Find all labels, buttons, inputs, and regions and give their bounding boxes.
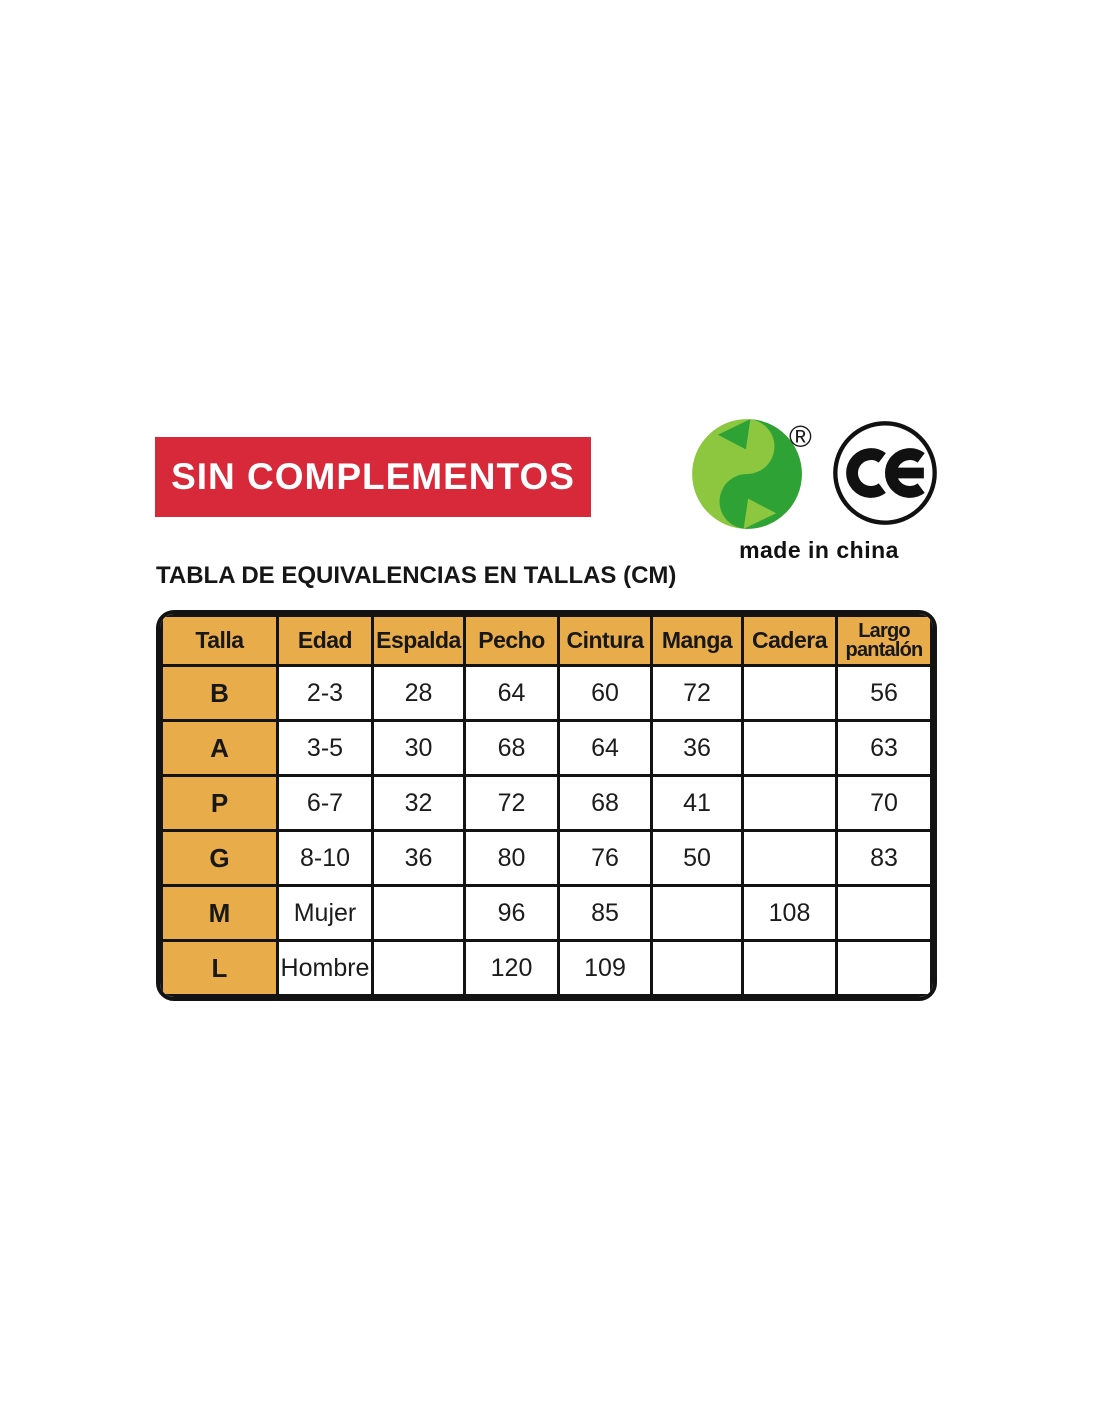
table-cell: 36 — [650, 719, 744, 777]
table-cell: 120 — [463, 939, 560, 997]
table-cell: 64 — [557, 719, 653, 777]
table-cell: Mujer — [276, 884, 374, 942]
table-cell — [650, 884, 744, 942]
table-cell: 41 — [650, 774, 744, 832]
col-header-largo-pantalon: Largo pantalón — [835, 614, 933, 667]
table-row-p: P 6-7 32 72 68 41 70 — [160, 774, 933, 832]
table-cell — [371, 884, 466, 942]
table-cell: 30 — [371, 719, 466, 777]
table-cell — [741, 829, 838, 887]
row-header-size: L — [160, 939, 279, 997]
col-header-edad: Edad — [276, 614, 374, 667]
table-cell — [741, 719, 838, 777]
row-header-size: A — [160, 719, 279, 777]
banner-label: SIN COMPLEMENTOS — [171, 456, 575, 497]
table-cell: 50 — [650, 829, 744, 887]
table-row-b: B 2-3 28 64 60 72 56 — [160, 664, 933, 722]
origin-label: made in china — [739, 537, 899, 563]
table-cell: 85 — [557, 884, 653, 942]
size-table-title: TABLA DE EQUIVALENCIAS EN TALLAS (CM) — [156, 562, 677, 589]
table-cell: 2-3 — [276, 664, 374, 722]
table-cell: 108 — [741, 884, 838, 942]
table-cell — [741, 664, 838, 722]
table-cell: 64 — [463, 664, 560, 722]
table-cell: 6-7 — [276, 774, 374, 832]
table-cell — [371, 939, 466, 997]
table-cell: 8-10 — [276, 829, 374, 887]
table-cell — [741, 939, 838, 997]
row-header-size: B — [160, 664, 279, 722]
table-cell: 96 — [463, 884, 560, 942]
table-row-l: L Hombre 120 109 — [160, 939, 933, 997]
table-cell: 68 — [463, 719, 560, 777]
table-row-g: G 8-10 36 80 76 50 83 — [160, 829, 933, 887]
table-cell: 72 — [650, 664, 744, 722]
no-accessories-banner: SIN COMPLEMENTOS — [155, 437, 591, 517]
table-cell: 56 — [835, 664, 933, 722]
table-cell — [650, 939, 744, 997]
table-cell: 76 — [557, 829, 653, 887]
row-header-size: G — [160, 829, 279, 887]
table-cell: 72 — [463, 774, 560, 832]
table-cell — [835, 884, 933, 942]
table-cell: 28 — [371, 664, 466, 722]
green-dot-recycling-icon — [691, 417, 803, 531]
table-cell: 83 — [835, 829, 933, 887]
col-header-espalda: Espalda — [371, 614, 466, 667]
ce-mark-icon — [831, 419, 939, 527]
row-header-size: P — [160, 774, 279, 832]
col-header-talla: Talla — [160, 614, 279, 667]
table-cell — [741, 774, 838, 832]
table-cell: 70 — [835, 774, 933, 832]
table-cell: Hombre — [276, 939, 374, 997]
row-header-size: M — [160, 884, 279, 942]
col-header-manga: Manga — [650, 614, 744, 667]
table-cell: 3-5 — [276, 719, 374, 777]
table-cell: 109 — [557, 939, 653, 997]
header-row: Talla Edad Espalda Pecho Cintura Manga C… — [160, 614, 933, 667]
table-row-m: M Mujer 96 85 108 — [160, 884, 933, 942]
table-cell — [835, 939, 933, 997]
table-cell: 68 — [557, 774, 653, 832]
table-cell: 60 — [557, 664, 653, 722]
registered-trademark-icon: ® — [789, 419, 812, 454]
col-header-cintura: Cintura — [557, 614, 653, 667]
col-header-pecho: Pecho — [463, 614, 560, 667]
table-cell: 32 — [371, 774, 466, 832]
table-cell: 80 — [463, 829, 560, 887]
table-cell: 36 — [371, 829, 466, 887]
size-table: Talla Edad Espalda Pecho Cintura Manga C… — [156, 610, 937, 1001]
col-header-cadera: Cadera — [741, 614, 838, 667]
table-cell: 63 — [835, 719, 933, 777]
table-row-a: A 3-5 30 68 64 36 63 — [160, 719, 933, 777]
